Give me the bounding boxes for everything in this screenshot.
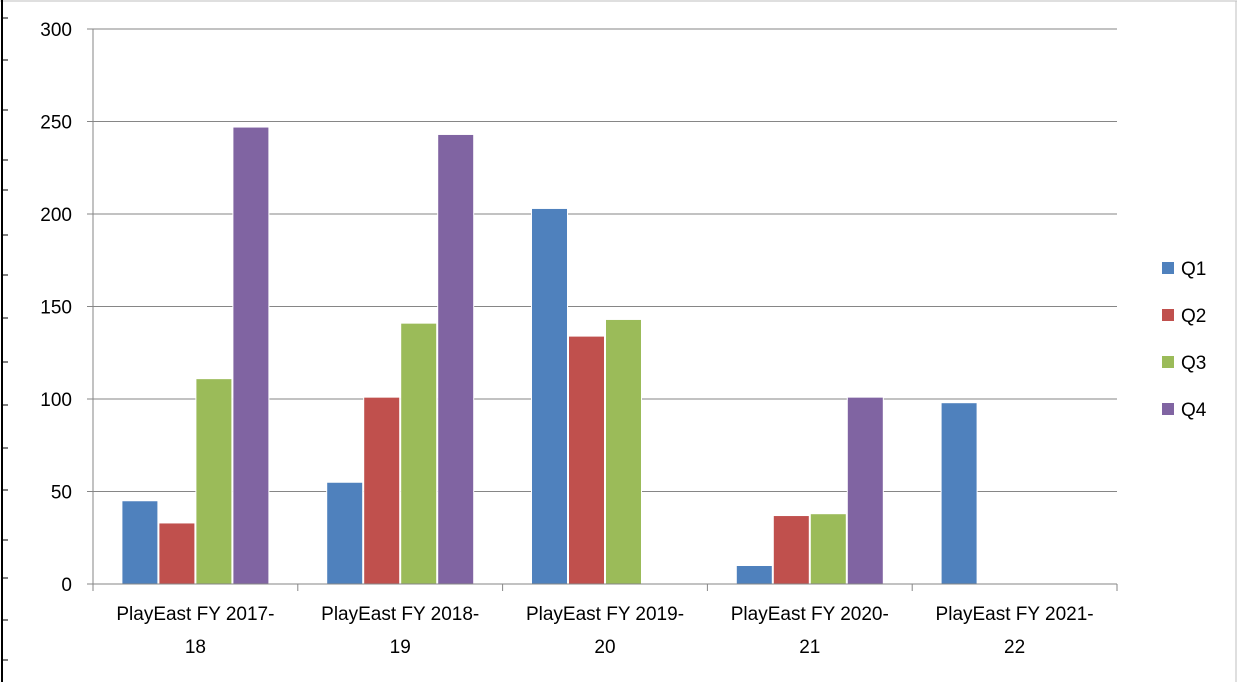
y-tick-label: 50: [51, 483, 72, 504]
bar-q2: [772, 515, 810, 585]
legend-swatch: [1162, 262, 1174, 274]
x-tick-label: 22: [1004, 637, 1025, 658]
x-tick-label: 18: [185, 637, 206, 658]
x-tick-label: 21: [799, 637, 820, 658]
y-tick-label: 200: [40, 205, 72, 226]
x-tick-label: PlayEast FY 2020-: [731, 604, 889, 625]
legend-label: Q1: [1181, 259, 1206, 280]
x-tick-label: 20: [594, 637, 615, 658]
axes: [87, 28, 1118, 591]
legend-label: Q2: [1181, 306, 1206, 327]
bar-q2: [363, 396, 401, 585]
legend-swatch: [1162, 356, 1174, 368]
bar-q1: [940, 402, 978, 585]
bar-q3: [809, 513, 847, 585]
y-tick-label: 0: [61, 575, 72, 596]
bar-q3: [400, 322, 438, 585]
bar-q1: [326, 481, 364, 585]
bar-q3: [605, 318, 642, 585]
x-tick-label: PlayEast FY 2018-: [321, 604, 479, 625]
x-tick-label: PlayEast FY 2017-: [116, 604, 274, 625]
y-tick-label: 300: [40, 20, 72, 41]
legend-swatch: [1162, 309, 1174, 321]
x-tick-label: PlayEast FY 2019-: [526, 604, 684, 625]
bar-q4: [846, 396, 884, 585]
legend: Q1 Q2 Q3 Q4: [1162, 259, 1207, 421]
bars: [121, 126, 978, 585]
bar-q2: [158, 522, 196, 585]
y-tick-labels: 0 50 100 150 200 250 300: [40, 20, 72, 596]
y-tick-label: 100: [40, 390, 72, 411]
x-tick-labels: PlayEast FY 2017- 18 PlayEast FY 2018- 19 Pl…: [116, 604, 1093, 658]
y-tick-label: 150: [40, 298, 72, 319]
bar-q3: [195, 378, 233, 585]
bar-q2: [568, 335, 605, 585]
x-tick-label: 19: [390, 637, 411, 658]
legend-label: Q4: [1181, 400, 1207, 421]
legend-label: Q3: [1181, 353, 1206, 374]
bar-q1: [531, 207, 568, 585]
legend-swatch: [1162, 403, 1174, 415]
bar-q4: [437, 133, 475, 585]
bar-q4: [232, 126, 270, 585]
bar-q1: [735, 565, 773, 585]
x-tick-label: PlayEast FY 2021-: [936, 604, 1094, 625]
bar-q1: [121, 500, 159, 585]
y-tick-label: 250: [40, 113, 72, 134]
